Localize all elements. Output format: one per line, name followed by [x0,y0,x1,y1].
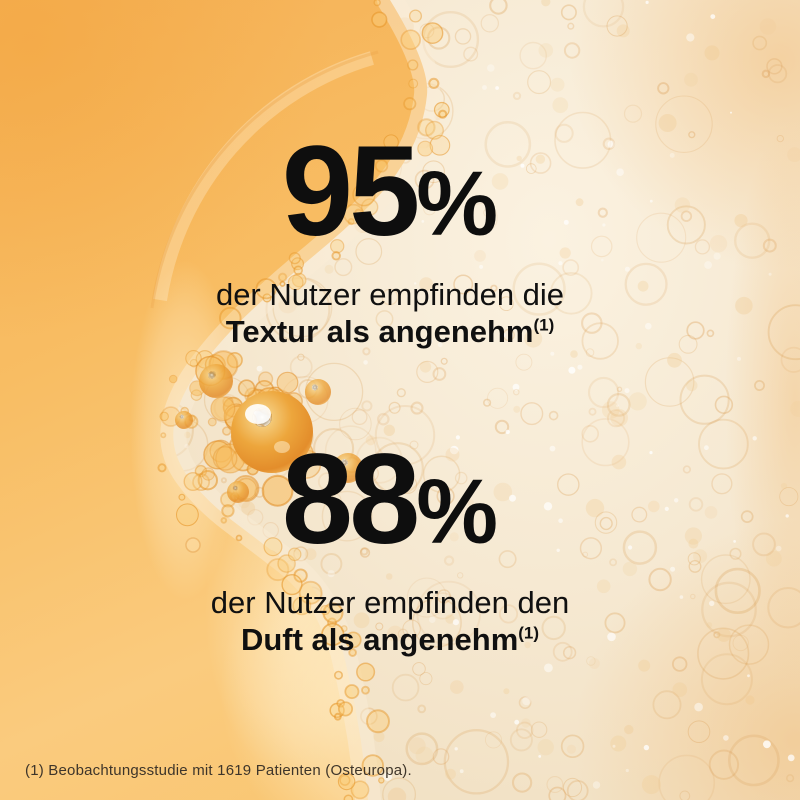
stat-number-text: 88 [281,428,420,571]
stat-caption-line1: der Nutzer empfinden die [215,277,565,312]
stat-number-text: 95 [281,120,420,263]
boundary-bubble-fringe [157,0,451,800]
stat-caption-texture: der Nutzer empfinden die Textur als ange… [0,276,790,350]
stat-value-texture: 95% [0,128,790,260]
footnote-text: (1) Beobachtungsstudie mit 1619 Patiente… [25,762,412,779]
footnote-ref: (1) [533,315,555,335]
stat-caption-scent: der Nutzer empfinden den Duft als angene… [0,584,790,658]
large-amber-bubble [175,364,363,503]
percent-sign: % [416,153,499,255]
stat-caption-line2: Textur als angenehm(1) [225,314,555,349]
percent-sign: % [416,461,499,563]
stat-block-scent: 88% der Nutzer empfinden den Duft als an… [0,436,790,658]
stat-block-texture: 95% der Nutzer empfinden die Textur als … [0,128,790,350]
stat-caption-line1: der Nutzer empfinden den [210,585,570,620]
stat-caption-line2: Duft als angenehm(1) [240,622,540,657]
footnote-ref: (1) [518,623,540,643]
stat-value-scent: 88% [0,436,790,568]
